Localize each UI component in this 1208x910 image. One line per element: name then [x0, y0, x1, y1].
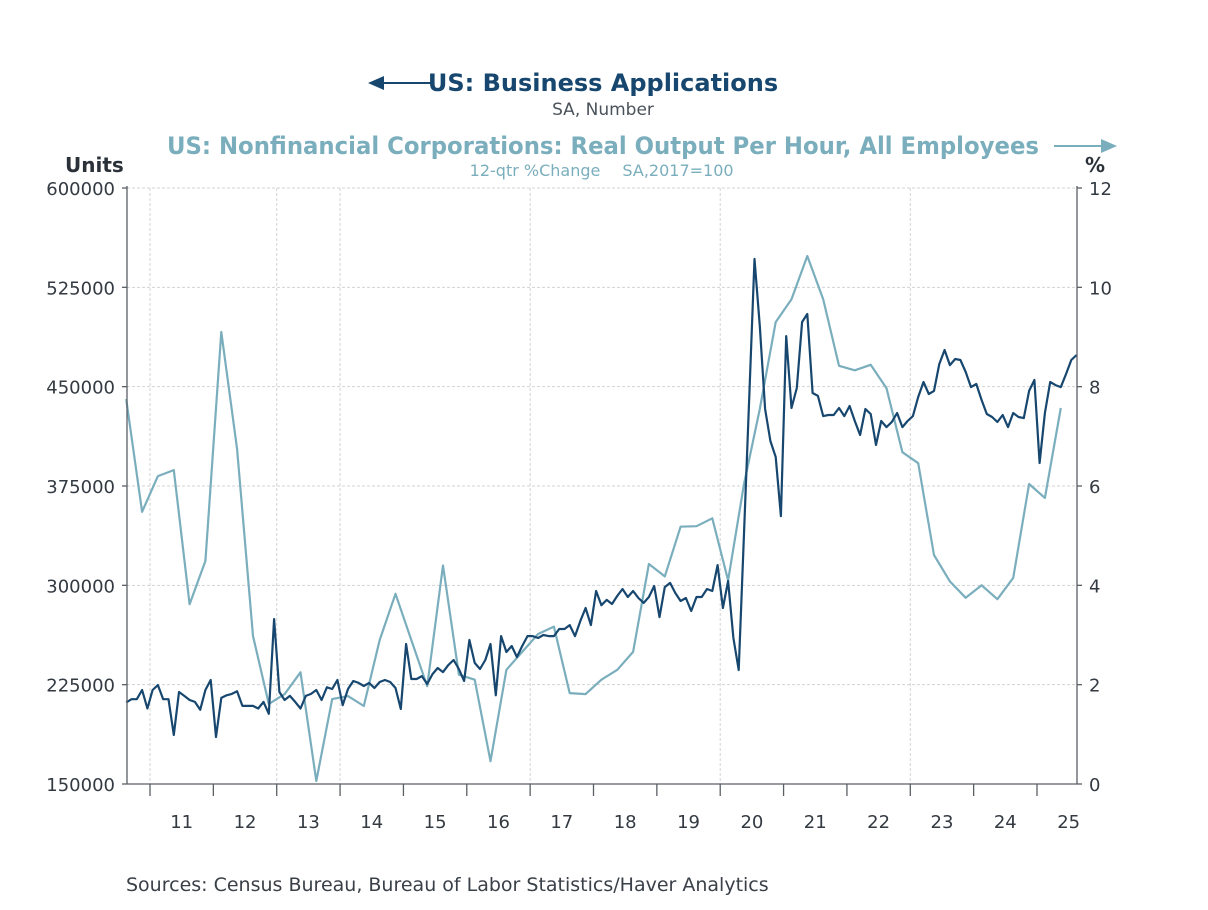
x-tick-label: 14 — [360, 812, 383, 833]
left-tick-label: 375000 — [46, 477, 115, 498]
left-series-title: US: Business Applications — [428, 69, 778, 97]
x-tick-label: 21 — [804, 812, 827, 833]
x-tick-label: 24 — [994, 812, 1017, 833]
right-tick-label: 2 — [1089, 676, 1100, 697]
x-tick-label: 22 — [867, 812, 890, 833]
x-tick-label: 15 — [424, 812, 447, 833]
left-series-legend-arrow — [368, 76, 432, 90]
sources-footer: Sources: Census Bureau, Bureau of Labor … — [126, 874, 769, 896]
business-applications-line — [125, 257, 1078, 739]
right-tick-label: 0 — [1089, 775, 1100, 796]
x-tick-label: 16 — [487, 812, 510, 833]
x-tick-label: 18 — [614, 812, 637, 833]
right-series-legend-arrow — [1054, 139, 1117, 153]
series-lines — [125, 254, 1078, 783]
x-tick-label: 20 — [740, 812, 763, 833]
right-tick-label: 8 — [1089, 378, 1100, 399]
left-tick-label: 450000 — [46, 378, 115, 399]
x-tick-label: 25 — [1057, 812, 1080, 833]
right-tick-label: 6 — [1089, 477, 1100, 498]
productivity-line — [125, 254, 1062, 783]
right-tick-label: 12 — [1089, 179, 1112, 200]
x-tick-label: 11 — [170, 812, 193, 833]
axes — [122, 186, 1082, 796]
right-series-subtitle-change: 12-qtr %Change — [470, 161, 601, 180]
tick-labels: 150000 0 225000 2 300000 4 375000 6 450000 8 52500… — [46, 179, 1112, 833]
gridlines — [127, 187, 1077, 784]
right-axis-unit-label: % — [1085, 153, 1105, 177]
right-tick-label: 4 — [1089, 576, 1100, 597]
right-series-title: US: Nonfinancial Corporations: Real Outp… — [167, 132, 1039, 160]
x-tick-label: 12 — [234, 812, 257, 833]
x-tick-label: 13 — [297, 812, 320, 833]
x-tick-label: 19 — [677, 812, 700, 833]
left-tick-label: 300000 — [46, 576, 115, 597]
x-tick-label: 17 — [550, 812, 573, 833]
left-tick-label: 525000 — [46, 278, 115, 299]
left-tick-label: 225000 — [46, 676, 115, 697]
x-tick-label: 23 — [931, 812, 954, 833]
left-tick-label: 150000 — [46, 775, 115, 796]
right-tick-label: 10 — [1089, 278, 1112, 299]
left-series-subtitle: SA, Number — [552, 100, 654, 120]
left-axis-unit-label: Units — [65, 153, 124, 177]
left-tick-label: 600000 — [46, 179, 115, 200]
right-series-subtitle-base: SA,2017=100 — [622, 161, 733, 180]
